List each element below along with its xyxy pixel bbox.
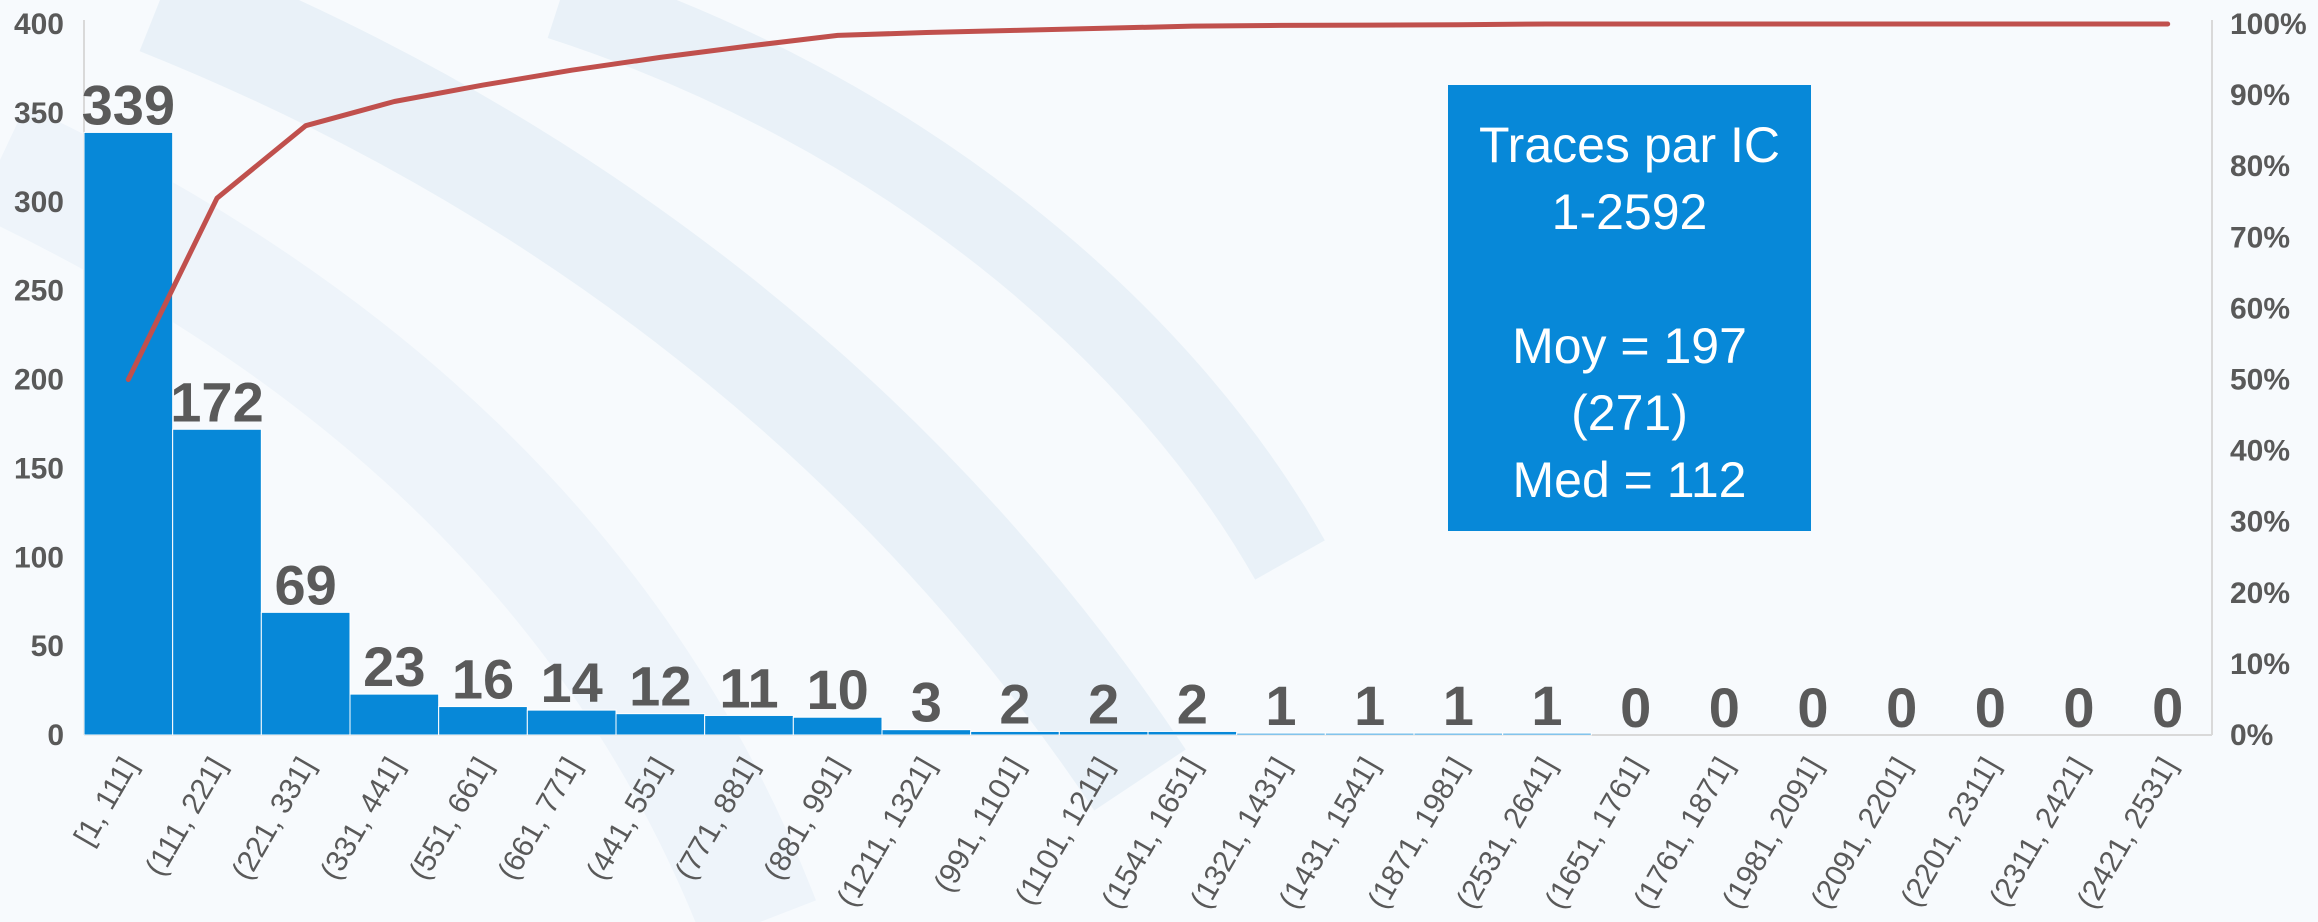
info-spacer xyxy=(1448,246,1811,313)
data-label: 1 xyxy=(1443,674,1474,737)
right-tick-label: 80% xyxy=(2230,150,2290,183)
right-tick-label: 100% xyxy=(2230,8,2307,41)
info-line-sd: (271) xyxy=(1571,385,1688,441)
data-label: 0 xyxy=(2152,676,2183,739)
category-label: (221, 331] xyxy=(226,752,322,886)
data-label: 2 xyxy=(999,672,1030,735)
info-line-range: 1-2592 xyxy=(1551,184,1708,240)
left-tick-label: 350 xyxy=(14,97,64,130)
right-tick-label: 20% xyxy=(2230,577,2290,610)
bar xyxy=(349,693,440,736)
data-label: 11 xyxy=(719,656,778,719)
cumulative-line xyxy=(125,21,2171,382)
cumulative-series-line xyxy=(125,21,2171,382)
data-label: 1 xyxy=(1265,674,1296,737)
bar xyxy=(1502,732,1592,736)
info-box: Traces par IC 1-2592 Moy = 197 (271) Med… xyxy=(1448,85,1811,531)
data-label: 14 xyxy=(541,651,603,714)
left-tick-label: 0 xyxy=(47,719,64,752)
data-label: 2 xyxy=(1088,672,1119,735)
bars xyxy=(83,131,1592,736)
category-label: (991, 1101] xyxy=(928,752,1031,898)
info-line-median: Med = 112 xyxy=(1512,452,1747,508)
data-label: 16 xyxy=(452,648,514,711)
category-label: (111, 221] xyxy=(139,752,233,882)
left-tick-label: 300 xyxy=(14,186,64,219)
category-label: [1, 111] xyxy=(68,752,144,851)
right-tick-label: 60% xyxy=(2230,292,2290,325)
data-label: 0 xyxy=(1797,676,1828,739)
bar xyxy=(792,716,883,736)
data-label: 23 xyxy=(363,635,425,698)
data-label: 3 xyxy=(911,671,942,734)
data-label: 12 xyxy=(629,655,691,718)
right-tick-label: 30% xyxy=(2230,506,2290,539)
data-label: 10 xyxy=(807,658,869,721)
data-label: 69 xyxy=(275,553,337,616)
left-tick-label: 50 xyxy=(31,630,64,663)
category-label: (551, 661] xyxy=(403,752,499,886)
right-tick-label: 70% xyxy=(2230,221,2290,254)
bar xyxy=(83,131,174,736)
data-label: 172 xyxy=(170,370,263,433)
category-label: (331, 441] xyxy=(314,752,410,886)
data-label: 1 xyxy=(1531,674,1562,737)
left-tick-label: 150 xyxy=(14,452,64,485)
bar xyxy=(172,428,262,736)
data-label: 0 xyxy=(1709,676,1740,739)
data-label: 0 xyxy=(2063,676,2094,739)
left-tick-label: 250 xyxy=(14,275,64,308)
data-label: 0 xyxy=(1886,676,1917,739)
right-tick-label: 10% xyxy=(2230,648,2290,681)
bar xyxy=(526,709,617,736)
left-tick-label: 100 xyxy=(14,541,64,574)
data-label: 1 xyxy=(1354,674,1385,737)
right-tick-label: 40% xyxy=(2230,435,2290,468)
left-tick-label: 200 xyxy=(14,364,64,397)
data-label: 0 xyxy=(1620,676,1651,739)
info-line-mean: Moy = 197 xyxy=(1512,318,1747,374)
left-tick-label: 400 xyxy=(14,8,64,41)
data-label: 0 xyxy=(1975,676,2006,739)
right-axis-ticks: 0% 10% 20% 30% 40% 50% 60% 70% 80% 90% 100% xyxy=(2230,8,2307,752)
left-axis-ticks: 0 50 100 150 200 250 300 350 400 xyxy=(14,8,64,752)
bar xyxy=(438,706,528,736)
data-label: 339 xyxy=(82,73,175,136)
right-tick-label: 90% xyxy=(2230,79,2290,112)
right-tick-label: 50% xyxy=(2230,364,2290,397)
info-line-title: Traces par IC xyxy=(1478,117,1780,173)
category-label: (661, 771] xyxy=(492,752,588,886)
data-label: 2 xyxy=(1177,672,1208,735)
bar xyxy=(260,611,351,736)
right-tick-label: 0% xyxy=(2230,719,2273,752)
